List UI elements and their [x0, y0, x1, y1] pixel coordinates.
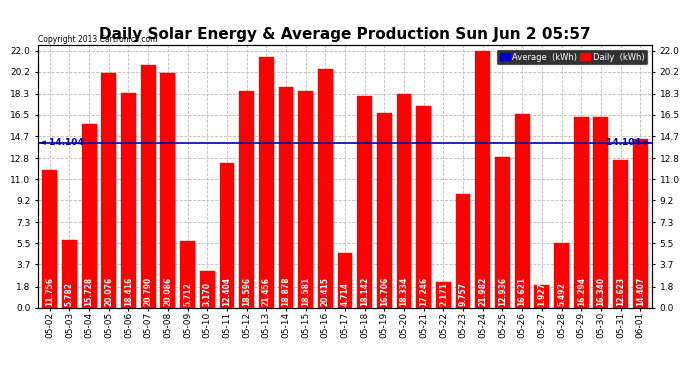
- Bar: [416, 106, 431, 307]
- Text: 11.756: 11.756: [46, 277, 55, 306]
- Bar: [141, 65, 155, 308]
- Text: 1.927: 1.927: [538, 282, 546, 306]
- Text: 18.142: 18.142: [360, 276, 369, 306]
- Bar: [279, 87, 293, 308]
- Bar: [259, 57, 274, 308]
- Bar: [121, 93, 136, 308]
- Bar: [455, 194, 471, 308]
- Text: 16.340: 16.340: [596, 277, 605, 306]
- Text: 16.621: 16.621: [518, 277, 526, 306]
- Bar: [239, 90, 254, 308]
- Text: 2.171: 2.171: [439, 282, 448, 306]
- Bar: [535, 285, 549, 308]
- Bar: [81, 124, 97, 308]
- Text: 20.790: 20.790: [144, 276, 152, 306]
- Bar: [633, 140, 648, 308]
- Text: 5.782: 5.782: [65, 282, 74, 306]
- Bar: [377, 112, 392, 308]
- Text: 12.623: 12.623: [616, 277, 625, 306]
- Text: 14.407: 14.407: [635, 276, 644, 306]
- Text: 20.415: 20.415: [321, 277, 330, 306]
- Text: 18.596: 18.596: [242, 277, 251, 306]
- Bar: [298, 91, 313, 308]
- Text: 18.334: 18.334: [400, 276, 408, 306]
- Bar: [593, 117, 609, 308]
- Bar: [357, 96, 372, 308]
- Bar: [200, 270, 215, 308]
- Legend: Average  (kWh), Daily  (kWh): Average (kWh), Daily (kWh): [496, 49, 648, 65]
- Text: 18.878: 18.878: [282, 276, 290, 306]
- Text: 21.982: 21.982: [478, 276, 487, 306]
- Text: 14.104 ►: 14.104 ►: [607, 138, 651, 147]
- Text: 4.714: 4.714: [340, 282, 350, 306]
- Text: 9.757: 9.757: [459, 282, 468, 306]
- Bar: [613, 160, 628, 308]
- Text: 20.086: 20.086: [164, 276, 172, 306]
- Bar: [436, 282, 451, 308]
- Text: 3.170: 3.170: [203, 282, 212, 306]
- Text: 16.294: 16.294: [577, 277, 586, 306]
- Text: 16.706: 16.706: [380, 276, 389, 306]
- Bar: [554, 243, 569, 308]
- Bar: [515, 114, 529, 308]
- Text: 18.581: 18.581: [301, 276, 310, 306]
- Text: 5.492: 5.492: [557, 282, 566, 306]
- Text: ◄ 14.104: ◄ 14.104: [39, 138, 83, 147]
- Text: 12.404: 12.404: [222, 277, 231, 306]
- Text: 15.728: 15.728: [85, 276, 94, 306]
- Text: Copyright 2013 Cartronics.com: Copyright 2013 Cartronics.com: [39, 35, 158, 44]
- Text: 20.076: 20.076: [104, 276, 113, 306]
- Bar: [101, 73, 116, 308]
- Bar: [475, 51, 490, 308]
- Text: 21.456: 21.456: [262, 277, 270, 306]
- Bar: [318, 69, 333, 308]
- Title: Daily Solar Energy & Average Production Sun Jun 2 05:57: Daily Solar Energy & Average Production …: [99, 27, 591, 42]
- Text: 5.712: 5.712: [183, 282, 192, 306]
- Bar: [397, 94, 411, 308]
- Bar: [42, 170, 57, 308]
- Text: 17.246: 17.246: [420, 276, 428, 306]
- Text: 12.936: 12.936: [498, 277, 507, 306]
- Bar: [337, 252, 353, 308]
- Bar: [161, 73, 175, 308]
- Bar: [574, 117, 589, 308]
- Bar: [180, 241, 195, 308]
- Text: 18.416: 18.416: [124, 276, 133, 306]
- Bar: [495, 157, 510, 308]
- Bar: [62, 240, 77, 308]
- Bar: [219, 163, 235, 308]
